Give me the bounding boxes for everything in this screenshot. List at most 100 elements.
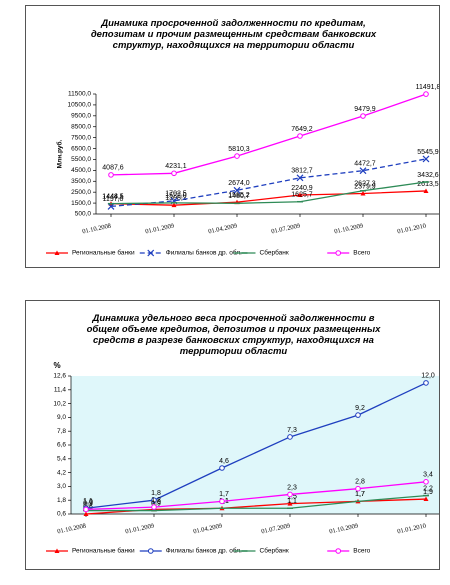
point (287, 491, 293, 498)
value-label: 2613,5 (417, 181, 439, 188)
value-label: 1,0 (83, 499, 93, 506)
value-label: 4231,1 (165, 163, 187, 170)
point (360, 113, 366, 119)
value-label: 1625,7 (291, 192, 313, 199)
legend-label: Филиалы банков др. обл. (166, 547, 242, 555)
x-tick-label: 01.10.2008 (82, 223, 112, 236)
legend-label: Региональные банки (72, 547, 135, 555)
value-label: 4087,6 (102, 165, 124, 172)
y-tick-label: 10,2 (53, 400, 66, 407)
y-tick-label: 6500,0 (71, 145, 91, 152)
y-tick-label: 9,0 (57, 414, 66, 421)
value-label: 2627,3 (354, 181, 376, 188)
value-label: 1,1 (83, 498, 93, 505)
point (147, 249, 155, 257)
x-tick-label: 01.01.2009 (125, 523, 155, 536)
y-tick-label: 4,2 (57, 469, 66, 476)
value-label: 2240,9 (291, 185, 313, 192)
y-tick-label: 10500,0 (68, 102, 92, 109)
point (83, 511, 89, 516)
y-tick-label: 0,6 (57, 511, 66, 518)
point (423, 380, 429, 386)
value-label: 5545,9 (417, 149, 439, 156)
value-label: 1480,7 (228, 193, 250, 200)
point (147, 548, 154, 554)
x-tick-label: 01.10.2009 (334, 223, 364, 236)
chart-panel: Динамика удельного веса просроченной зад… (25, 300, 440, 570)
point (151, 504, 157, 510)
value-label: 2379,9 (354, 183, 376, 190)
y-tick-label: 9500,0 (71, 113, 91, 120)
legend-label: Всего (353, 548, 370, 555)
legend-marker (335, 250, 342, 256)
value-label: 2,3 (287, 484, 297, 491)
value-label: 3812,7 (291, 168, 313, 175)
value-label: 5810,3 (228, 146, 250, 153)
value-label: 9,2 (355, 405, 365, 412)
point (234, 153, 240, 159)
plot-area (71, 376, 439, 514)
point (297, 133, 303, 139)
value-label: 3432,6 (417, 172, 439, 179)
point (54, 548, 60, 553)
point (296, 174, 304, 182)
point (423, 91, 429, 97)
x-tick-label: 01.04.2009 (208, 223, 238, 236)
value-label: 1585,2 (228, 192, 250, 199)
chart-title: Динамика просроченной задолженности по к… (90, 18, 377, 51)
x-tick-label: 01.01.2010 (397, 223, 427, 236)
point (54, 250, 60, 255)
legend-marker (335, 548, 342, 554)
chart: 500,0 1500,0 2500,0 3500,0 4500,0 5500,0 6500,… (46, 84, 439, 257)
value-label: 1,8 (151, 490, 161, 497)
point (423, 188, 429, 193)
y-tick-label: 7,8 (57, 428, 66, 435)
x-tick-label: 01.10.2008 (57, 523, 87, 536)
point (422, 155, 430, 163)
y-tick-label: 11500,0 (68, 91, 91, 98)
point (297, 192, 303, 198)
y-tick-label: 5500,0 (71, 156, 91, 163)
chart-panel: Динамика просроченной задолженности по к… (25, 5, 440, 268)
value-label: 1448,1 (102, 194, 124, 201)
value-label: 4,6 (219, 458, 229, 465)
value-label: 1,5 (287, 493, 297, 500)
value-label: 1702,5 (165, 191, 187, 198)
value-label: 1,2 (151, 497, 161, 504)
y-tick-label: 3500,0 (71, 178, 91, 185)
chart-title: Динамика удельного веса просроченной зад… (86, 313, 381, 357)
value-label: 4472,7 (354, 161, 376, 168)
x-tick-label: 01.10.2009 (329, 523, 359, 536)
point (233, 186, 241, 194)
value-label: 0,9 (83, 500, 93, 507)
point (171, 170, 177, 177)
y-tick-label: 5,4 (57, 456, 66, 463)
x-tick-label: 01.01.2010 (397, 523, 427, 536)
point (219, 465, 225, 471)
legend-marker (147, 548, 154, 554)
value-label: 1,1 (287, 498, 297, 505)
x-tick-label: 01.07.2009 (261, 523, 291, 536)
x-tick-label: 01.07.2009 (271, 223, 301, 236)
legend-marker (54, 548, 60, 553)
series-line (110, 181, 427, 205)
point (151, 497, 157, 503)
series-line (110, 158, 427, 208)
value-label: 11491,8 (416, 84, 439, 91)
point (83, 506, 89, 513)
value-label: 2,8 (355, 479, 365, 486)
y-tick-label: 12,6 (53, 373, 66, 380)
point (359, 167, 367, 175)
value-label: 0,9 (151, 500, 161, 507)
y-tick-label: 4500,0 (71, 167, 91, 174)
y-tick-label: 11,4 (54, 387, 67, 394)
value-label: 3,4 (423, 472, 433, 479)
y-axis-label: % (53, 361, 60, 370)
value-label: 7,3 (287, 427, 297, 434)
point (355, 485, 361, 492)
value-label: 1,7 (355, 491, 365, 498)
y-axis-label: Млн.руб. (56, 140, 64, 169)
x-tick-label: 01.04.2009 (193, 523, 223, 536)
point (360, 190, 366, 196)
y-tick-label: 8500,0 (71, 123, 91, 130)
